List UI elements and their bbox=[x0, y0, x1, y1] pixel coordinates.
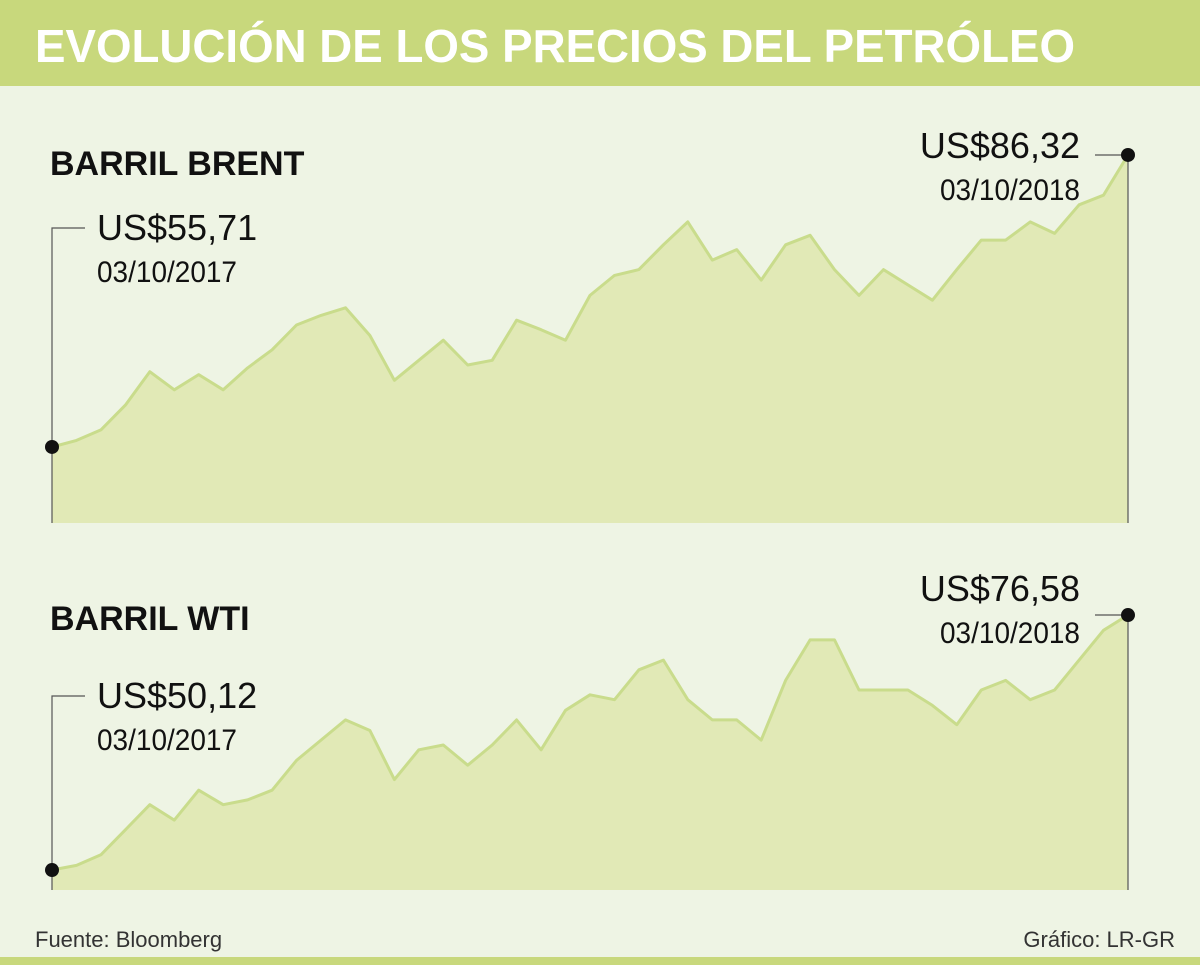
date-label: 03/10/2017 bbox=[97, 256, 237, 289]
line bbox=[51, 154, 1130, 449]
area bbox=[52, 615, 1128, 890]
date-label: 03/10/2017 bbox=[97, 724, 237, 757]
leader-line bbox=[51, 227, 85, 523]
area bbox=[52, 155, 1128, 523]
footer-band bbox=[0, 957, 1200, 965]
value-label: US$50,12 bbox=[97, 675, 257, 716]
point bbox=[45, 439, 59, 454]
point bbox=[1121, 147, 1135, 162]
source: Fuente: Bloomberg bbox=[35, 927, 222, 952]
chart-title: BARRIL BRENT bbox=[50, 145, 305, 183]
chart-title: BARRIL WTI bbox=[50, 600, 250, 638]
value-label: US$86,32 bbox=[920, 125, 1080, 166]
point bbox=[1121, 608, 1135, 623]
value-label: US$55,71 bbox=[97, 207, 257, 248]
header-band bbox=[0, 0, 1200, 86]
value-label: US$76,58 bbox=[920, 568, 1080, 609]
leader-line bbox=[51, 695, 85, 890]
date-label: 03/10/2018 bbox=[940, 617, 1080, 650]
date-label: 03/10/2018 bbox=[940, 174, 1080, 207]
page-title: EVOLUCIÓN DE LOS PRECIOS DEL PETRÓLEO bbox=[35, 20, 1075, 72]
point bbox=[45, 863, 59, 878]
line bbox=[51, 613, 1129, 872]
credit: Gráfico: LR-GR bbox=[1023, 927, 1175, 952]
